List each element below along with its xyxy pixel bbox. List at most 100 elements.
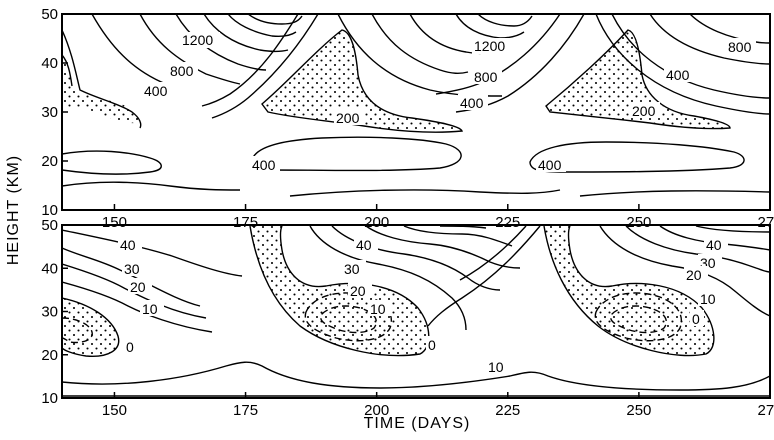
bottom-label-40-center: 40 <box>356 237 372 253</box>
top-contour-800-right <box>649 14 770 65</box>
bottom-label-40-left: 40 <box>120 237 136 253</box>
bottom-label-30-left: 30 <box>124 261 140 277</box>
bottom-contour-20-center-b <box>459 225 527 281</box>
y-axis-title: HEIGHT (KM) <box>5 155 22 265</box>
bottom-contour-30-left <box>62 263 207 319</box>
bottom-label-20-left: 20 <box>130 279 146 295</box>
bottom-contour-20-left <box>62 281 213 333</box>
bottom-x-tick-label: 150 <box>102 402 127 419</box>
bottom-y-tick-label: 50 <box>41 217 58 234</box>
top-stipple-right <box>546 30 730 129</box>
top-x-tick-label: 275 <box>757 214 774 231</box>
top-x-tick-label: 225 <box>495 214 520 231</box>
bottom-y-tick-label: 30 <box>41 304 58 321</box>
top-contour-1400-mid <box>477 14 533 27</box>
top-label-800-left: 800 <box>170 63 194 79</box>
top-x-tick-label: 250 <box>626 214 651 231</box>
bottom-contour-10-near-surface <box>62 361 770 391</box>
top-label-200-right: 200 <box>632 103 656 119</box>
bottom-contour-10-center-b <box>427 225 541 327</box>
top-contour-800-left-a <box>91 14 167 85</box>
bottom-x-tick-label: 275 <box>757 402 774 419</box>
top-contour-400-lobe-left <box>62 150 162 175</box>
bottom-x-tick-label: 225 <box>495 402 520 419</box>
top-y-tick-label: 30 <box>41 104 58 121</box>
top-label-200-center: 200 <box>336 110 360 126</box>
x-axis-title: TIME (DAYS) <box>364 415 471 432</box>
top-contour-lower-left <box>62 181 241 191</box>
bottom-label-10-right: 10 <box>700 291 716 307</box>
top-y-tick-label: 10 <box>41 202 58 219</box>
bottom-stipple-center <box>250 226 429 356</box>
bottom-x-tick-label: 200 <box>364 402 389 419</box>
top-y-tick-label: 20 <box>41 153 58 170</box>
bottom-contour-40-center <box>403 225 513 247</box>
bottom-label-10-center: 10 <box>370 301 386 317</box>
bottom-contour-50-left <box>62 229 243 277</box>
bottom-label-0-left: 0 <box>126 339 134 355</box>
top-contour-400-left <box>62 29 142 129</box>
bottom-x-tick-label: 175 <box>233 402 258 419</box>
bottom-panel-contours <box>62 225 770 397</box>
top-contour-300-right <box>595 14 770 115</box>
top-contour-lower-mid <box>289 189 561 197</box>
bottom-panel: 40 30 20 10 0 40 30 20 10 0 10 40 30 <box>61 224 771 399</box>
bottom-label-10-left: 10 <box>142 301 158 317</box>
bottom-contour-neg2-center <box>320 305 378 334</box>
top-panel: 1200 800 400 200 400 1200 800 400 200 40… <box>61 13 771 211</box>
top-label-800-mid: 800 <box>474 69 498 85</box>
top-stipple-center <box>262 30 462 133</box>
top-label-400-mid: 400 <box>460 95 484 111</box>
top-contour-200-center <box>261 29 464 133</box>
top-contour-200-right <box>545 29 731 130</box>
top-label-800-right: 800 <box>728 39 752 55</box>
top-contour-400-right <box>611 14 770 99</box>
bottom-contour-0-center <box>249 225 430 357</box>
bottom-label-10-near-surface: 10 <box>488 359 504 375</box>
bottom-contour-10-center <box>309 225 467 331</box>
bottom-label-0-right: 0 <box>692 311 700 327</box>
top-x-tick-label: 200 <box>364 214 389 231</box>
top-contour-1300-left <box>227 14 297 38</box>
bottom-contour-neg2-right <box>610 305 668 334</box>
bottom-contour-neg-center <box>304 292 393 342</box>
bottom-label-30-center: 30 <box>344 261 360 277</box>
axes-group: 1501752002252502751020304050150175200225… <box>41 6 774 419</box>
top-label-1200-left: 1200 <box>182 32 213 48</box>
bottom-contour-labels: 40 30 20 10 0 40 30 20 10 0 10 40 30 <box>118 236 728 375</box>
top-label-400-lobe-center: 400 <box>252 157 276 173</box>
bottom-stipple-right <box>544 226 714 356</box>
top-contour-800-mid <box>371 14 469 75</box>
top-label-400-lobe-right: 400 <box>538 157 562 173</box>
top-label-400-left: 400 <box>144 83 168 99</box>
bottom-contour-0-left <box>62 297 120 357</box>
top-contour-600-left <box>201 14 299 107</box>
bottom-contour-30-center <box>365 225 521 269</box>
bottom-y-tick-label: 20 <box>41 347 58 364</box>
bottom-contour-20-right <box>625 225 770 273</box>
top-contour-1400-left <box>247 14 303 25</box>
top-contour-400-left-b <box>211 14 319 119</box>
bottom-contour-0-right <box>543 225 715 357</box>
top-contour-400-lobe-center <box>251 136 462 172</box>
bottom-contour-neg-left <box>62 317 93 344</box>
bottom-contour-40-left <box>62 247 201 307</box>
top-contour-lower-right <box>579 190 770 197</box>
bottom-y-tick-label: 40 <box>41 260 58 277</box>
bottom-label-20-right: 20 <box>686 267 702 283</box>
bottom-label-0-center: 0 <box>428 337 436 353</box>
top-contour-labels: 1200 800 400 200 400 1200 800 400 200 40… <box>142 32 756 173</box>
top-y-tick-label: 50 <box>41 6 58 23</box>
bottom-label-40-right: 40 <box>706 237 722 253</box>
top-label-1200-mid: 1200 <box>474 38 505 54</box>
bottom-contour-50-center <box>439 225 487 229</box>
bottom-label-20-center: 20 <box>350 283 366 299</box>
top-label-400-right: 400 <box>666 67 690 83</box>
bottom-stipple-left <box>62 298 119 357</box>
top-x-tick-label: 175 <box>233 214 258 231</box>
bottom-contour-neg-right <box>594 292 683 342</box>
bottom-x-tick-label: 250 <box>626 402 651 419</box>
top-contour-1200-left <box>203 14 289 53</box>
